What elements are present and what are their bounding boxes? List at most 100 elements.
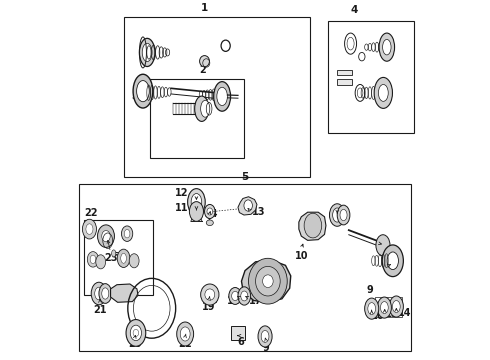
Text: 11: 11 xyxy=(175,203,189,213)
Ellipse shape xyxy=(244,200,252,211)
Ellipse shape xyxy=(258,326,272,347)
Ellipse shape xyxy=(389,296,403,317)
Text: 20: 20 xyxy=(128,339,142,349)
Ellipse shape xyxy=(191,194,202,211)
Ellipse shape xyxy=(86,224,93,234)
Text: 5: 5 xyxy=(242,172,248,181)
Text: 4: 4 xyxy=(350,5,358,15)
Ellipse shape xyxy=(383,39,391,55)
Ellipse shape xyxy=(378,85,388,102)
Ellipse shape xyxy=(333,208,342,222)
Polygon shape xyxy=(238,197,257,215)
Bar xyxy=(337,70,352,75)
Ellipse shape xyxy=(121,253,126,263)
Ellipse shape xyxy=(126,320,146,346)
Ellipse shape xyxy=(261,330,269,342)
Text: 21: 21 xyxy=(178,339,192,349)
Text: 14: 14 xyxy=(398,308,412,318)
Ellipse shape xyxy=(112,250,116,257)
Ellipse shape xyxy=(98,225,115,247)
Ellipse shape xyxy=(376,235,390,256)
Text: 16: 16 xyxy=(371,311,385,321)
Ellipse shape xyxy=(329,204,345,226)
Ellipse shape xyxy=(124,229,130,238)
Ellipse shape xyxy=(130,325,142,341)
Text: 23: 23 xyxy=(104,253,117,263)
Text: 10: 10 xyxy=(294,251,308,261)
Bar xyxy=(203,287,216,302)
Ellipse shape xyxy=(201,284,219,305)
Ellipse shape xyxy=(142,43,152,62)
Polygon shape xyxy=(111,284,138,302)
Ellipse shape xyxy=(82,219,97,239)
Polygon shape xyxy=(242,260,291,302)
Ellipse shape xyxy=(117,249,130,267)
Ellipse shape xyxy=(91,282,107,305)
Ellipse shape xyxy=(392,301,400,312)
Text: 12: 12 xyxy=(175,189,189,198)
Ellipse shape xyxy=(201,100,210,117)
Text: 15: 15 xyxy=(385,309,398,319)
Text: 17: 17 xyxy=(248,296,262,306)
Ellipse shape xyxy=(188,189,205,215)
Ellipse shape xyxy=(381,302,388,314)
Ellipse shape xyxy=(374,77,392,108)
Ellipse shape xyxy=(133,74,153,108)
Bar xyxy=(123,17,310,177)
Ellipse shape xyxy=(207,208,213,215)
Ellipse shape xyxy=(238,287,250,305)
Text: 22: 22 xyxy=(84,208,98,218)
Ellipse shape xyxy=(204,204,215,219)
Text: 1: 1 xyxy=(201,3,208,13)
Ellipse shape xyxy=(206,220,213,226)
Ellipse shape xyxy=(122,226,133,242)
Ellipse shape xyxy=(263,275,273,288)
Ellipse shape xyxy=(382,245,403,276)
Bar xyxy=(337,79,352,85)
Ellipse shape xyxy=(102,288,109,299)
Bar xyxy=(150,79,245,158)
Ellipse shape xyxy=(241,291,248,301)
Ellipse shape xyxy=(129,254,139,268)
Ellipse shape xyxy=(140,39,155,67)
Ellipse shape xyxy=(99,284,112,303)
Text: 19: 19 xyxy=(202,302,216,312)
Text: 21: 21 xyxy=(93,305,107,315)
Ellipse shape xyxy=(195,96,209,121)
Ellipse shape xyxy=(87,252,98,267)
Ellipse shape xyxy=(256,266,280,296)
Ellipse shape xyxy=(205,289,215,300)
Text: 9: 9 xyxy=(367,285,373,296)
Ellipse shape xyxy=(387,252,398,270)
Ellipse shape xyxy=(340,210,347,221)
Bar xyxy=(79,184,411,351)
Ellipse shape xyxy=(90,255,96,264)
Polygon shape xyxy=(299,212,326,240)
Text: 18: 18 xyxy=(227,296,241,306)
Ellipse shape xyxy=(304,213,322,238)
Ellipse shape xyxy=(232,291,239,301)
Bar xyxy=(375,297,402,317)
Text: 9: 9 xyxy=(263,343,270,354)
Ellipse shape xyxy=(337,205,350,225)
Ellipse shape xyxy=(199,55,209,67)
Text: 7: 7 xyxy=(388,264,394,274)
Ellipse shape xyxy=(102,230,110,242)
Text: 24: 24 xyxy=(204,208,218,219)
Bar xyxy=(84,220,153,295)
Ellipse shape xyxy=(379,33,394,61)
Text: 13: 13 xyxy=(252,207,266,216)
Ellipse shape xyxy=(365,298,379,319)
Ellipse shape xyxy=(190,202,203,221)
Ellipse shape xyxy=(248,258,287,304)
Text: 6: 6 xyxy=(237,337,244,347)
Ellipse shape xyxy=(229,288,242,305)
Ellipse shape xyxy=(214,82,231,111)
Ellipse shape xyxy=(217,87,227,105)
Text: 8: 8 xyxy=(378,241,385,251)
Ellipse shape xyxy=(96,255,106,269)
Bar xyxy=(328,21,414,133)
Ellipse shape xyxy=(177,322,194,346)
Ellipse shape xyxy=(133,329,139,337)
Ellipse shape xyxy=(377,297,392,318)
